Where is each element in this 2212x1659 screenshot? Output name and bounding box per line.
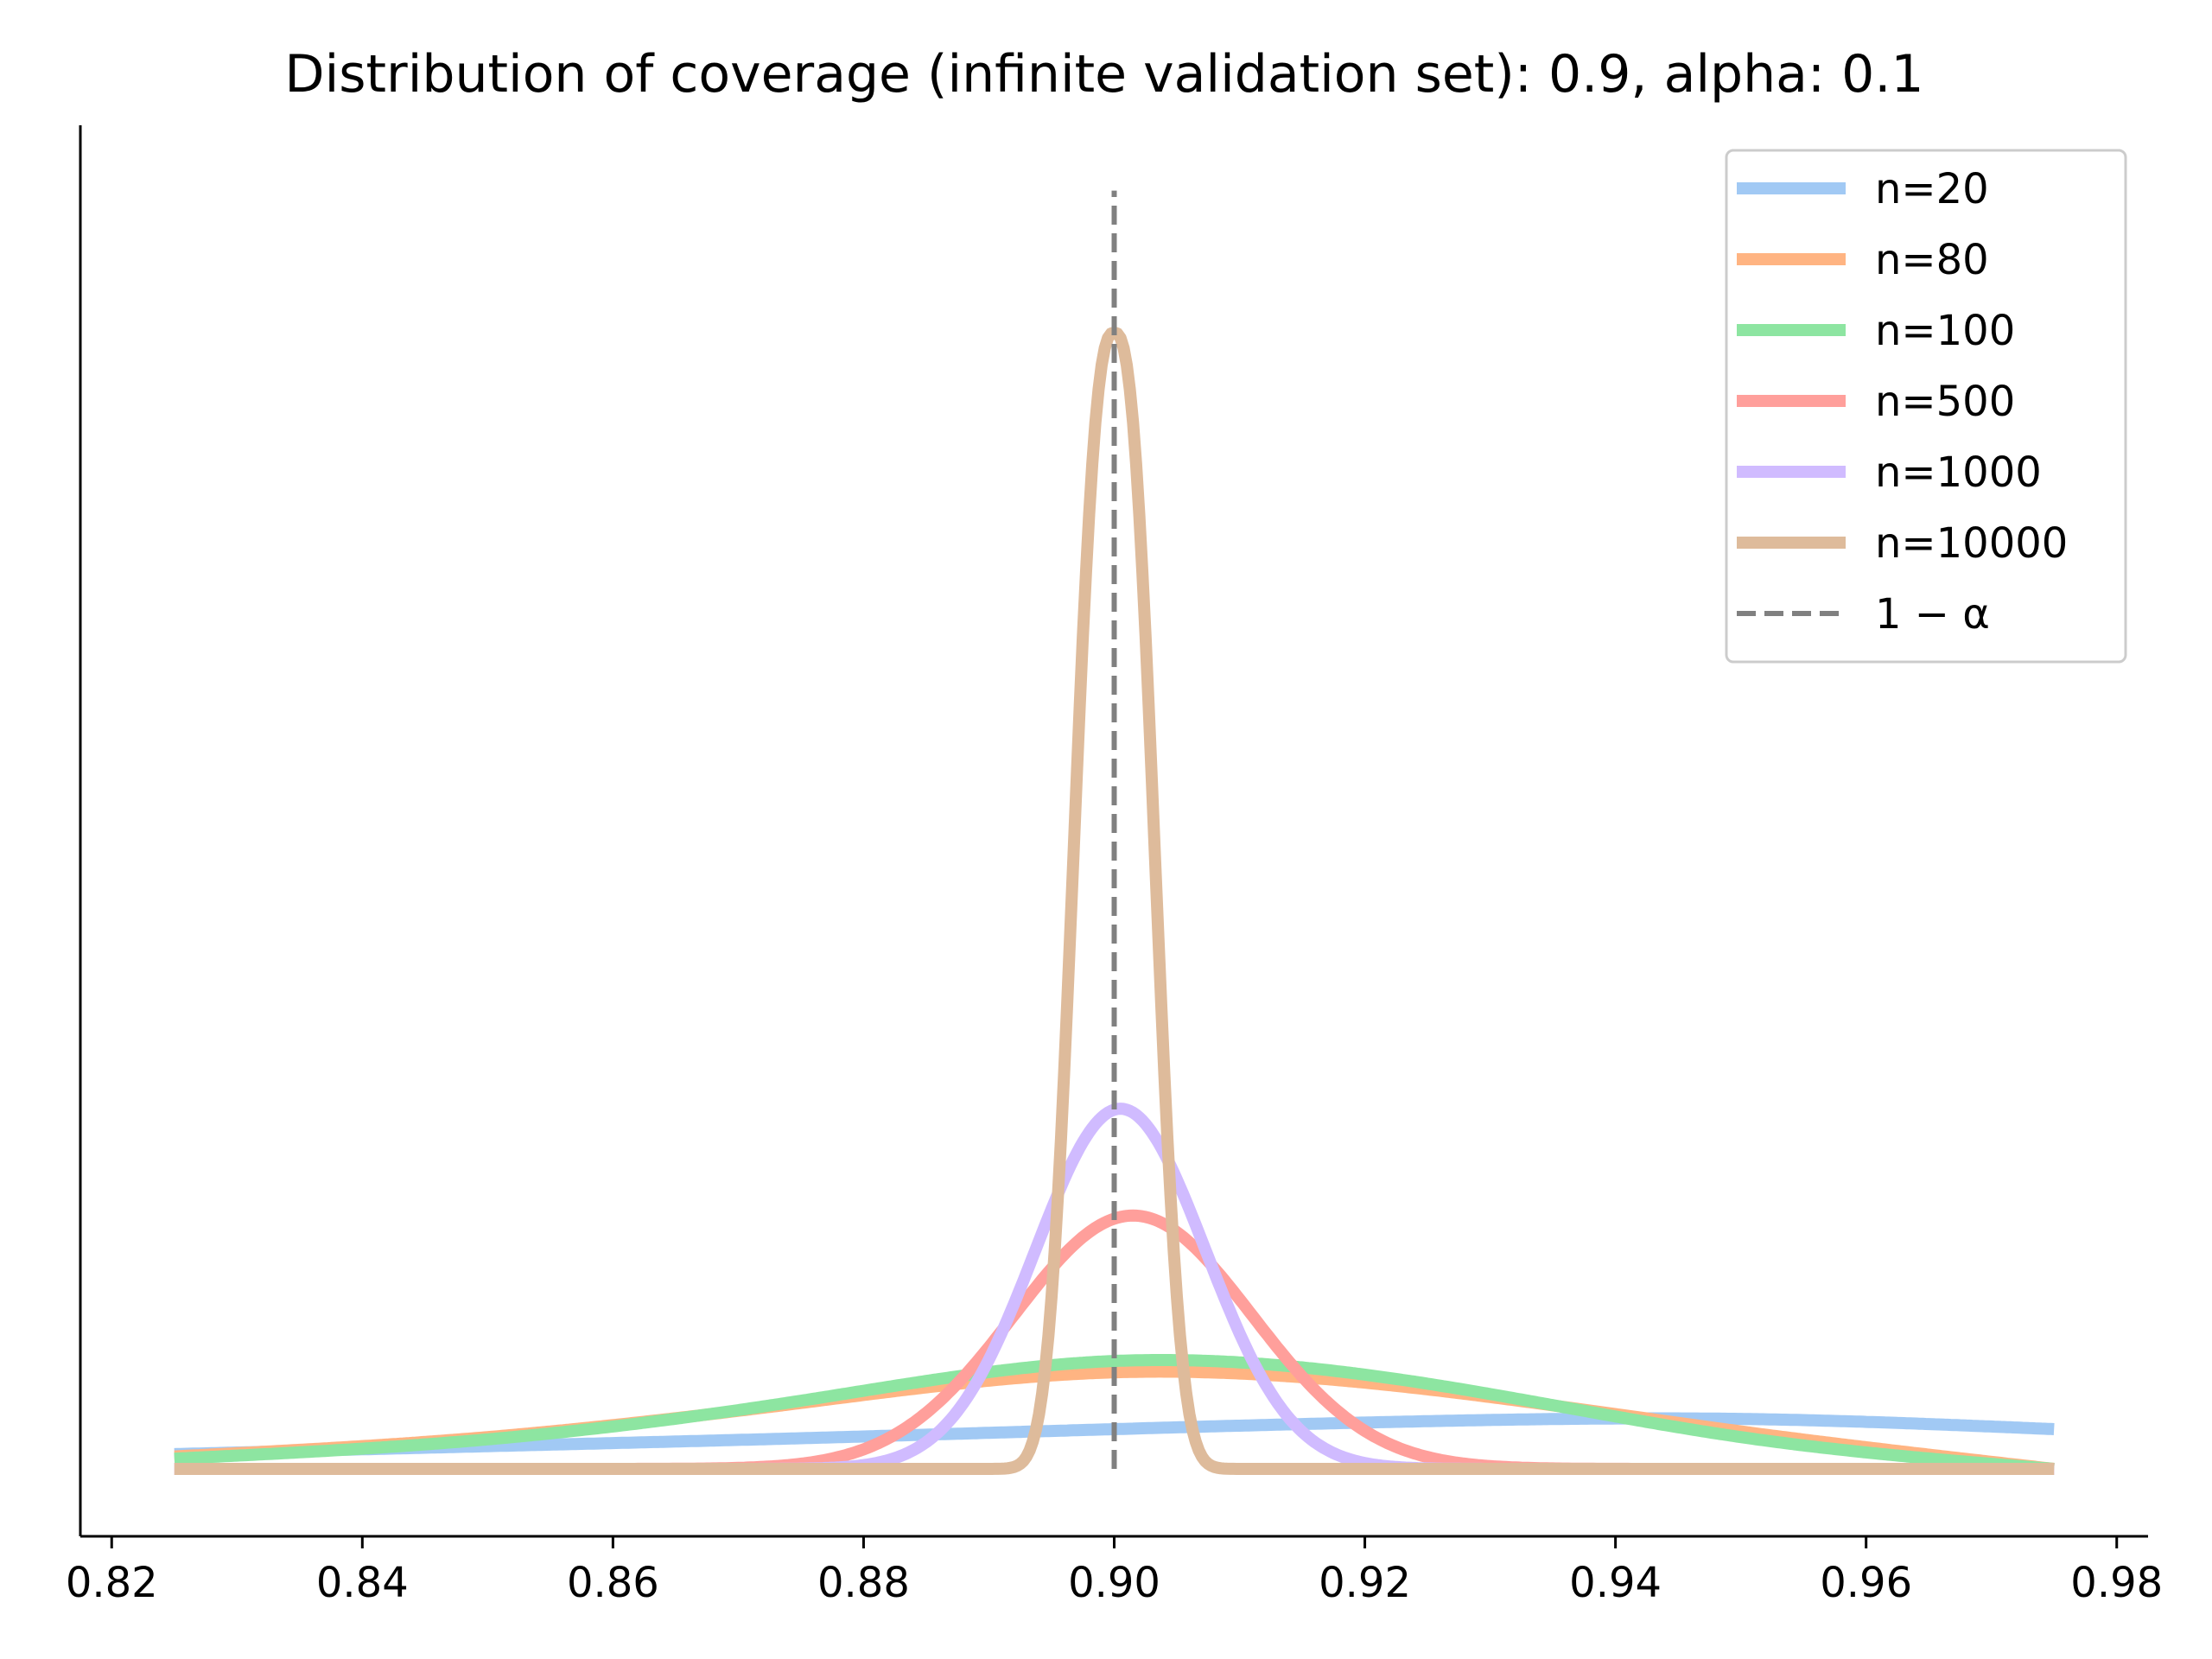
legend-label: n=20 — [1875, 165, 1989, 213]
x-tick-label: 0.86 — [567, 1559, 659, 1607]
x-tick-label: 0.82 — [66, 1559, 158, 1607]
x-tick-label: 0.88 — [817, 1559, 910, 1607]
x-tick-label: 0.96 — [1820, 1559, 1912, 1607]
x-tick-label: 0.92 — [1319, 1559, 1411, 1607]
legend-label: 1 − α — [1875, 590, 1990, 639]
legend-label: n=1000 — [1875, 448, 2042, 497]
legend-label: n=80 — [1875, 236, 1989, 284]
legend-frame — [1725, 149, 2127, 664]
x-tick-label: 0.84 — [316, 1559, 409, 1607]
x-tick-label: 0.98 — [2070, 1559, 2163, 1607]
series-line-n-100 — [171, 1354, 2057, 1475]
legend: n=20 n=80 n=100 n=500 n=1000 n=10000 1 − α — [1725, 149, 2127, 664]
x-tick-label: 0.94 — [1569, 1559, 1662, 1607]
x-tick-label: 0.90 — [1068, 1559, 1160, 1607]
x-axis-ticks: 0.82 0.84 0.86 0.88 0.90 0.92 0.94 0.96 0.98 — [66, 1536, 2163, 1607]
chart-title: Distribution of coverage (infinite valid… — [284, 44, 1923, 105]
legend-label: n=500 — [1875, 378, 2015, 426]
plot-area — [171, 190, 2057, 1475]
legend-label: n=10000 — [1875, 519, 2068, 568]
legend-label: n=100 — [1875, 307, 2015, 355]
